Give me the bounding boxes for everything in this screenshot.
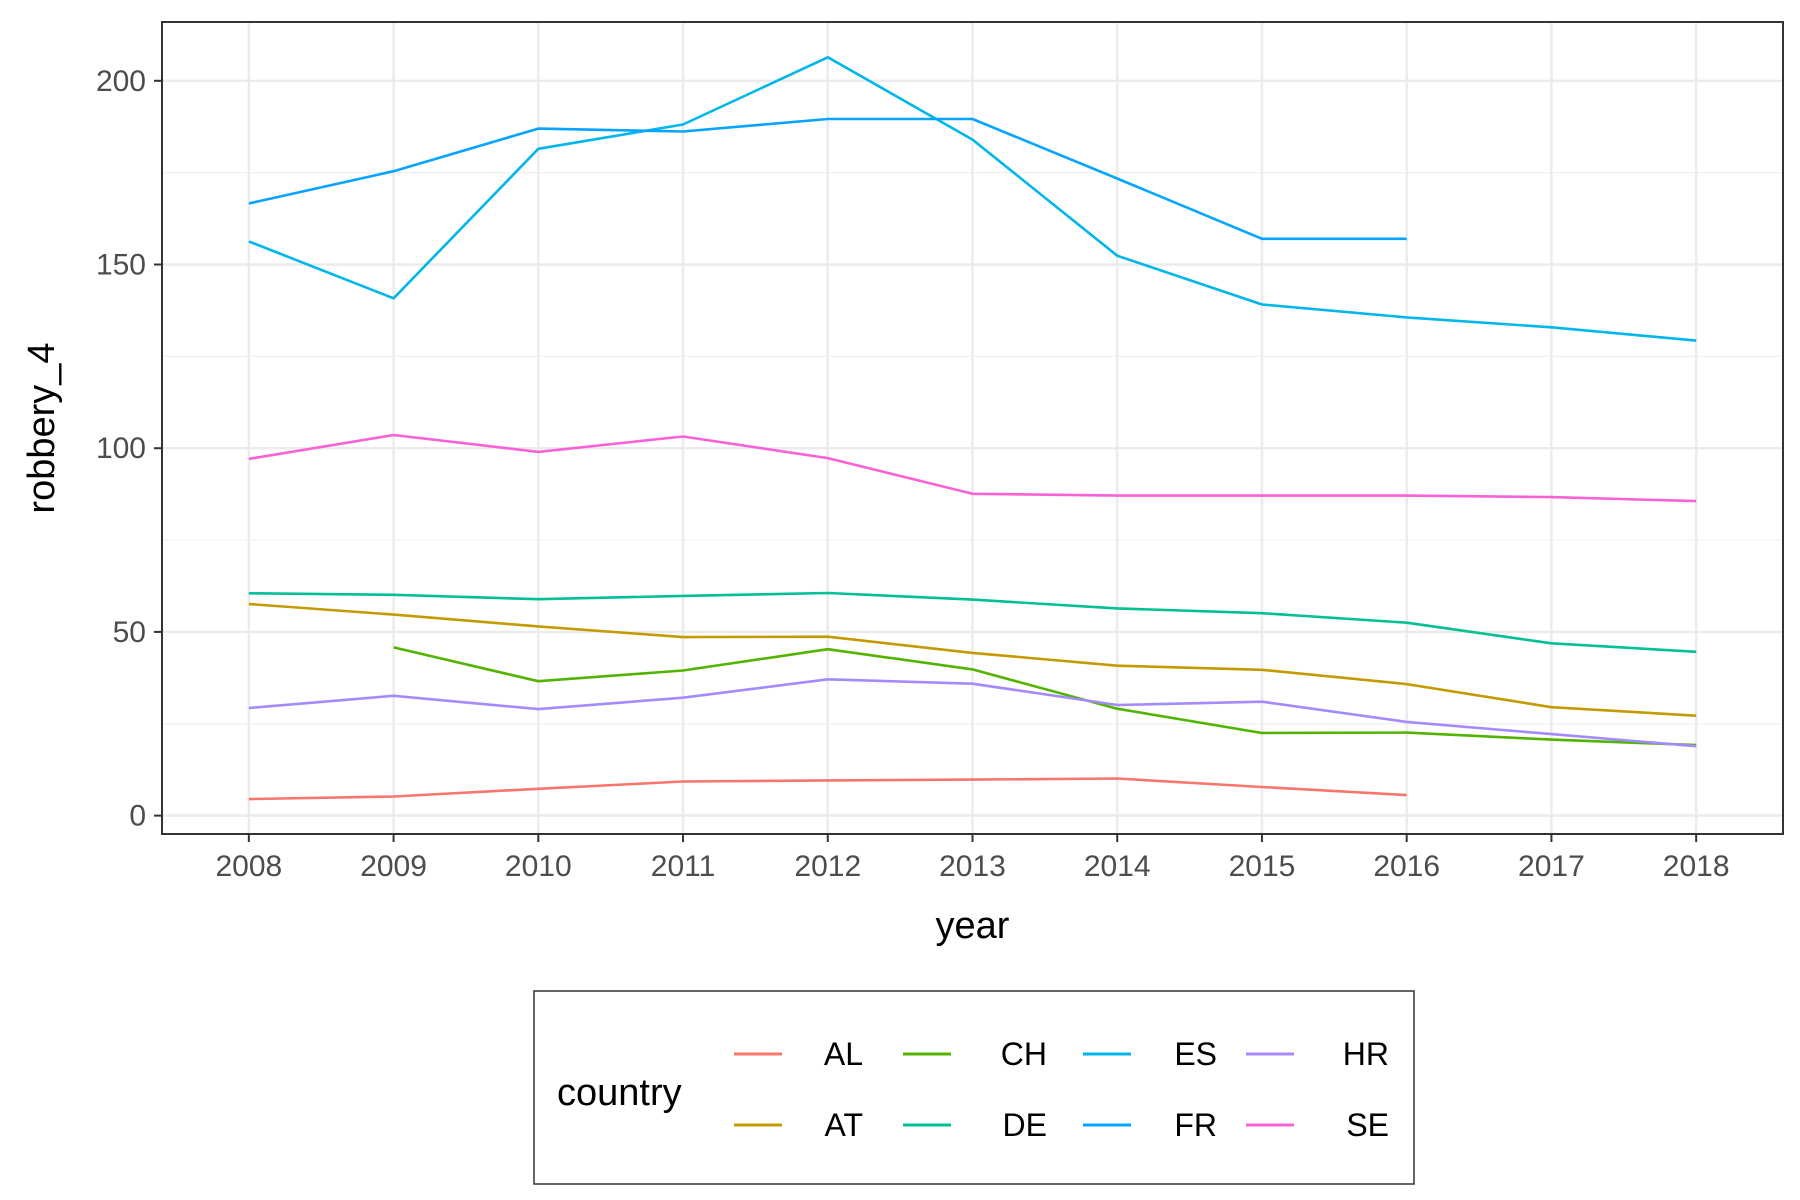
legend-title: country [557,1072,682,1114]
legend-label: HR [1343,1036,1389,1072]
y-tick-label: 0 [129,800,146,833]
legend-label: SE [1346,1107,1389,1143]
legend-label: AL [824,1036,863,1072]
x-tick-label: 2015 [1229,850,1296,883]
y-tick-label: 100 [96,432,146,465]
series-line-de [248,591,1697,654]
x-tick-label: 2010 [505,850,572,883]
legend-item-at: AT [734,1107,863,1143]
legend-item-se: SE [1246,1107,1389,1143]
legend-label: FR [1174,1107,1217,1143]
legend-label: CH [1001,1036,1047,1072]
x-tick-label: 2014 [1084,850,1151,883]
series-lines [248,55,1697,801]
legend-item-hr: HR [1246,1036,1389,1072]
legend-label: DE [1003,1107,1047,1143]
legend-label: ES [1174,1036,1217,1072]
y-axis-title: robbery_4 [21,342,63,513]
legend-item-es: ES [1083,1036,1217,1072]
legend-item-de: DE [903,1107,1047,1143]
series-line-at [248,602,1697,717]
legend-box [533,990,1415,1185]
y-tick-label: 50 [113,616,146,649]
x-tick-label: 2008 [215,850,282,883]
axes: 0 50 100 150 200 2008 2009 2010 2011 2012 2013 2014… [96,65,1730,883]
series-line-fr [248,117,1407,241]
x-tick-label: 2017 [1518,850,1585,883]
series-line-es [248,55,1697,342]
legend-item-fr: FR [1083,1107,1217,1143]
legend-items: AL AT CH DE ES FR HR SE [734,1036,1389,1143]
x-tick-label: 2009 [360,850,427,883]
x-tick-label: 2013 [939,850,1006,883]
y-tick-label: 200 [96,65,146,98]
legend: country AL AT CH DE ES FR HR SE [533,990,1415,1185]
x-tick-label: 2012 [794,850,861,883]
x-tick-label: 2018 [1663,850,1730,883]
series-line-al [248,777,1407,801]
legend-label: AT [824,1107,863,1143]
x-tick-label: 2011 [651,850,716,883]
series-line-hr [248,677,1697,748]
x-axis-title: year [936,905,1010,947]
x-tick-label: 2016 [1373,850,1440,883]
series-line-se [248,433,1697,503]
legend-item-ch: CH [903,1036,1047,1072]
series-line-ch [393,646,1697,747]
y-tick-label: 150 [96,248,146,281]
legend-item-al: AL [734,1036,863,1072]
grid [162,22,1783,834]
